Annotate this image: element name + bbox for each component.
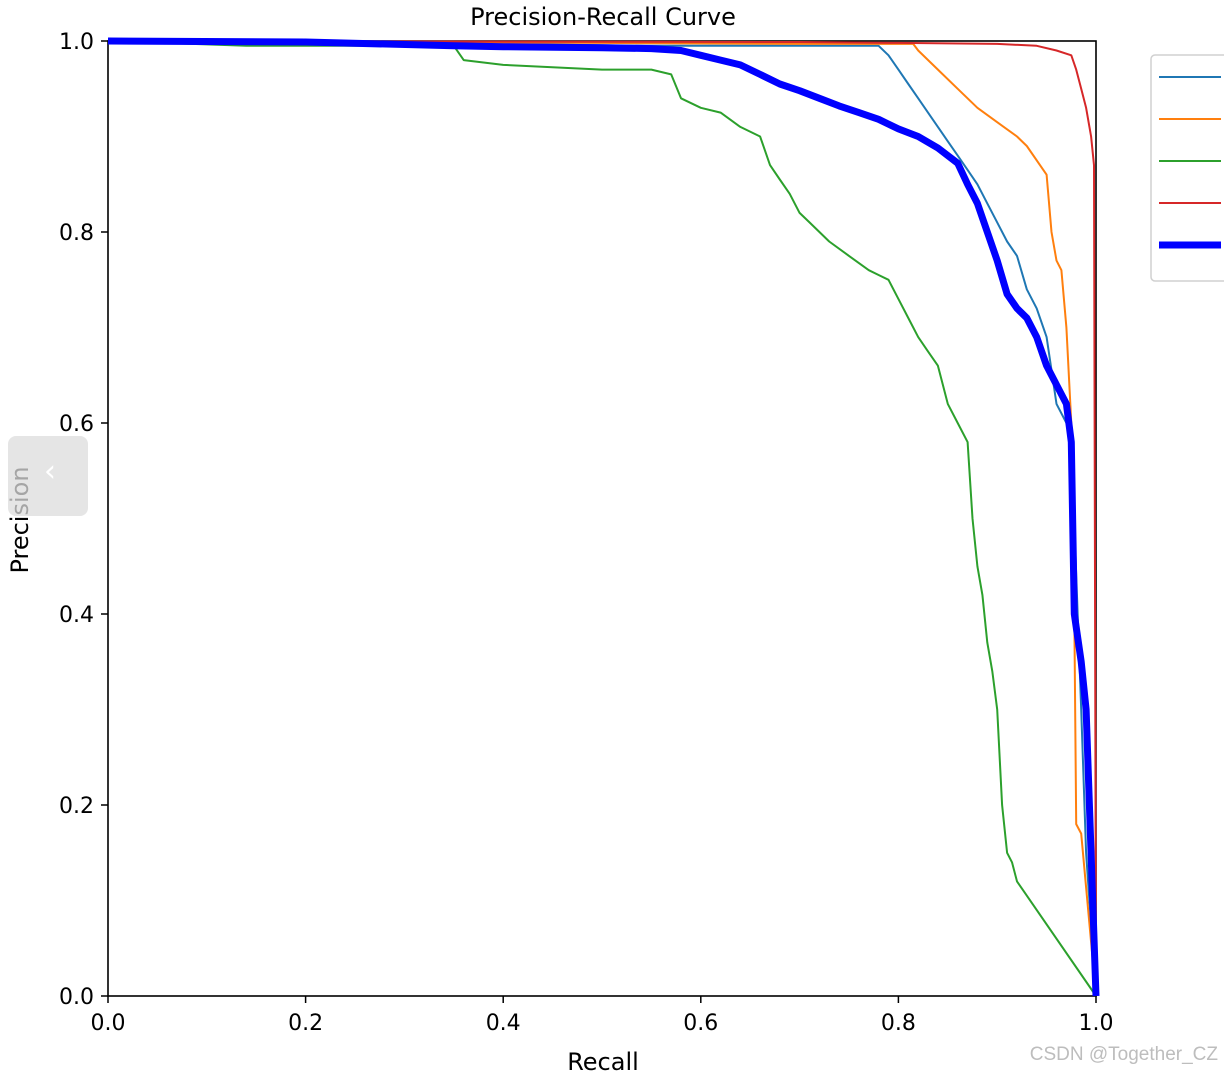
x-tick-label: 0.4 [486, 1011, 521, 1036]
x-tick-label: 1.0 [1079, 1011, 1114, 1036]
series-line-class-2 [107, 40, 1097, 997]
x-tick-label: 0.2 [288, 1011, 323, 1036]
x-tick-label: 0.8 [881, 1011, 916, 1036]
series-line-class-0 [107, 40, 1097, 997]
legend [1150, 54, 1224, 282]
y-tick-label: 0.6 [59, 412, 94, 437]
chart-title: Precision-Recall Curve [470, 3, 736, 31]
plot-frame [107, 40, 1097, 997]
x-tick-label: 0.0 [91, 1011, 126, 1036]
x-axis-ticks: 0.0 0.2 0.4 0.6 0.8 1.0 [91, 996, 1114, 1036]
y-tick-label: 1.0 [59, 30, 94, 55]
x-axis-label: Recall [567, 1048, 639, 1072]
y-axis-ticks: 0.0 0.2 0.4 0.6 0.8 1.0 [59, 30, 108, 1010]
collapse-side-tab[interactable]: ‹ [8, 436, 88, 516]
plot-area [107, 37, 1100, 997]
chevron-left-icon: ‹ [44, 454, 56, 489]
series-lines [107, 37, 1100, 997]
watermark: CSDN @Together_CZ [1029, 1044, 1218, 1065]
x-tick-label: 0.6 [683, 1011, 718, 1036]
y-tick-label: 0.0 [59, 985, 94, 1010]
y-tick-label: 0.4 [59, 603, 94, 628]
y-tick-label: 0.2 [59, 794, 94, 819]
series-line-class-3 [107, 40, 1097, 997]
y-tick-label: 0.8 [59, 221, 94, 246]
series-line-all-classes [107, 37, 1100, 997]
legend-box [1150, 54, 1224, 282]
